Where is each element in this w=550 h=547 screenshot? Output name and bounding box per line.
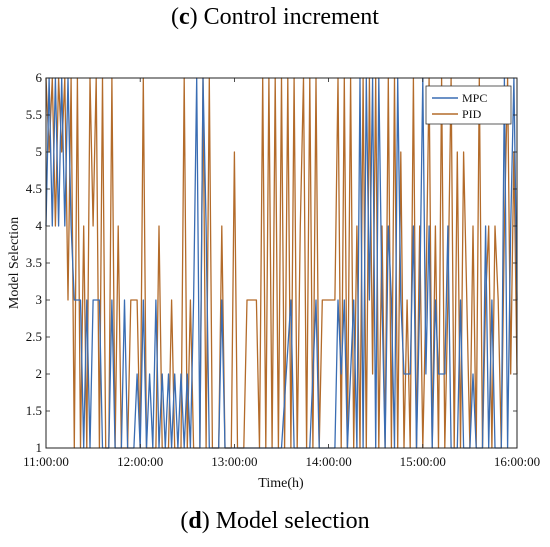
y-tick-label: 2.5 bbox=[26, 329, 42, 344]
caption-letter: c bbox=[179, 4, 190, 30]
legend-label-pid: PID bbox=[462, 107, 482, 121]
x-tick-label: 13:00:00 bbox=[211, 454, 257, 469]
x-tick-label: 16:00:00 bbox=[494, 454, 540, 469]
x-axis: 11:00:00 12:00:00 13:00:00 14:00:00 15:00:00… bbox=[23, 78, 540, 469]
x-axis-title: Time(h) bbox=[258, 476, 304, 491]
x-tick-label: 14:00:00 bbox=[305, 454, 351, 469]
figure-caption-d: (d) Model selection bbox=[180, 508, 370, 534]
figure-caption-c: (c) Control increment bbox=[171, 4, 379, 30]
y-tick-label: 3.5 bbox=[26, 255, 42, 270]
y-axis-title: Model Selection bbox=[7, 217, 22, 309]
caption-letter: d bbox=[188, 508, 202, 534]
y-tick-label: 1.5 bbox=[26, 403, 42, 418]
y-tick-label: 4 bbox=[36, 218, 43, 233]
x-tick-label: 11:00:00 bbox=[23, 454, 69, 469]
y-tick-label: 5.5 bbox=[26, 107, 42, 122]
y-tick-label: 6 bbox=[36, 70, 43, 85]
x-tick-label: 15:00:00 bbox=[400, 454, 446, 469]
y-tick-label: 2 bbox=[36, 366, 43, 381]
legend-label-mpc: MPC bbox=[462, 91, 487, 105]
x-tick-label: 12:00:00 bbox=[117, 454, 163, 469]
y-tick-label: 1 bbox=[36, 440, 43, 455]
y-tick-label: 3 bbox=[36, 292, 43, 307]
legend: MPC PID bbox=[425, 85, 512, 125]
caption-text: Control increment bbox=[197, 4, 379, 30]
y-tick-label: 5 bbox=[36, 144, 43, 159]
y-axis: 1 1.5 2 2.5 3 3.5 4 4.5 5 5.5 6 bbox=[26, 70, 517, 455]
caption-text: Model selection bbox=[209, 508, 370, 534]
series-line-pid bbox=[45, 77, 518, 449]
legend-box bbox=[425, 85, 512, 125]
y-tick-label: 4.5 bbox=[26, 181, 42, 196]
